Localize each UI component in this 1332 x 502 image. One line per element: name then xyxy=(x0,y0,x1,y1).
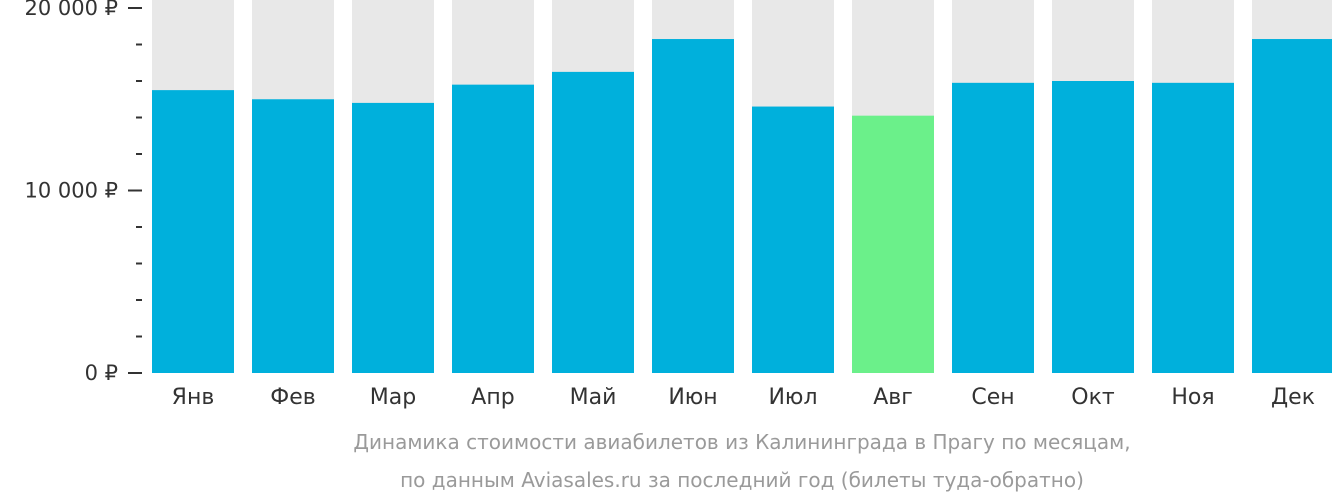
bar-chart: Янв Фев Мар Апр Май Июн Июл Авг Сен Окт Ноя Дек 0 ₽ 1… xyxy=(24,0,1332,410)
bar-2 xyxy=(252,99,334,373)
x-tick-label-11: Ноя xyxy=(1171,385,1214,410)
y-tick-label: 0 ₽ xyxy=(85,361,118,385)
x-tick-label-7: Июл xyxy=(768,385,817,410)
bar-6 xyxy=(652,39,734,374)
y-tick-label: 20 000 ₽ xyxy=(24,0,118,20)
x-tick-label-5: Май xyxy=(570,385,617,410)
bar-8 xyxy=(852,115,934,374)
x-tick-label-9: Сен xyxy=(971,385,1014,410)
bar-9 xyxy=(952,82,1034,373)
x-tick-label-10: Окт xyxy=(1071,385,1115,410)
bar-11 xyxy=(1152,82,1234,373)
bar-3 xyxy=(352,102,434,374)
x-tick-label-6: Июн xyxy=(668,385,717,410)
chart-caption-line-2: по данным Aviasales.ru за последний год … xyxy=(400,468,1084,492)
chart-caption-line-1: Динамика стоимости авиабилетов из Калини… xyxy=(353,430,1131,454)
bar-5 xyxy=(552,71,634,373)
x-tick-label-2: Фев xyxy=(270,385,315,410)
x-tick-label-4: Апр xyxy=(471,385,514,410)
x-tick-label-8: Авг xyxy=(873,385,913,410)
bar-12 xyxy=(1252,39,1332,374)
x-tick-label-3: Мар xyxy=(370,385,416,410)
bar-7 xyxy=(752,106,834,374)
bar-4 xyxy=(452,84,534,374)
x-tick-label-12: Дек xyxy=(1271,385,1315,410)
y-tick-label: 10 000 ₽ xyxy=(24,179,118,203)
x-tick-label-1: Янв xyxy=(172,385,215,410)
bar-1 xyxy=(152,90,234,373)
bar-10 xyxy=(1052,81,1134,373)
